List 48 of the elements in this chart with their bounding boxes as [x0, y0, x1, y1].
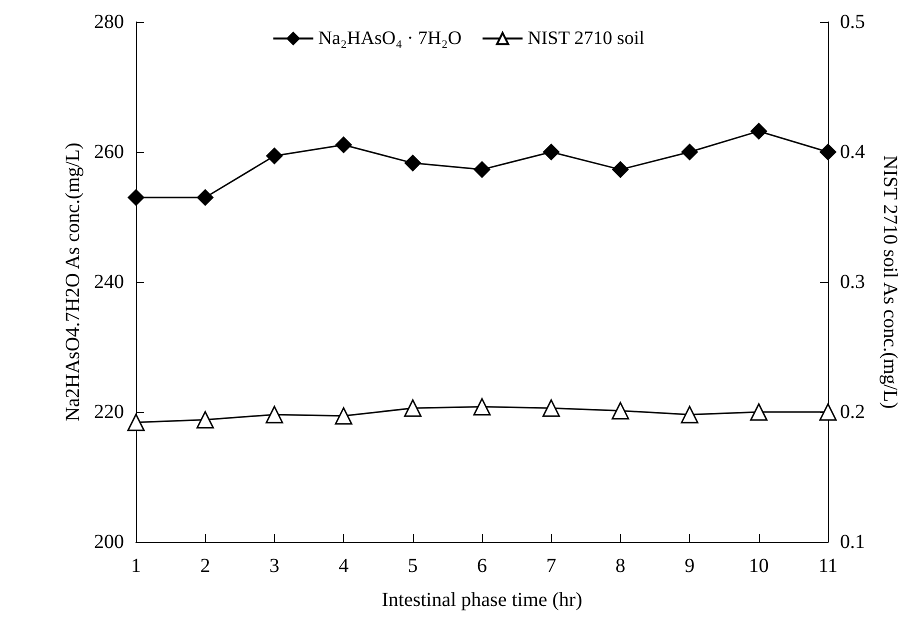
point	[680, 406, 698, 424]
point	[404, 399, 422, 417]
y-tick-label: 240	[94, 271, 124, 293]
point	[335, 136, 352, 154]
point	[542, 399, 560, 417]
x-tick-label: 9	[684, 555, 695, 577]
legend-label: Na₂HAsO₄ · 7H₂O	[318, 28, 462, 49]
x-tick-label: 3	[269, 555, 280, 577]
x-tick-label: 4	[338, 555, 349, 577]
point	[266, 148, 283, 164]
legend-label: NIST 2710 soil	[528, 28, 644, 49]
x-tick-label: 8	[615, 555, 626, 577]
point	[750, 122, 768, 140]
point	[474, 161, 490, 178]
point	[681, 144, 698, 160]
point	[196, 189, 214, 206]
point	[266, 406, 284, 424]
point	[819, 403, 837, 421]
y2-tick-label: 0.1	[840, 531, 865, 553]
x-tick-label: 1	[131, 555, 141, 577]
x-axis-title: Intestinal phase time (hr)	[382, 589, 582, 611]
x-tick-label: 2	[200, 555, 210, 577]
point	[820, 144, 836, 160]
y2-tick-label: 0.5	[840, 11, 865, 33]
point	[404, 154, 422, 172]
point	[542, 144, 560, 160]
point	[334, 407, 352, 425]
point	[750, 403, 768, 421]
x-tick-label: 5	[408, 555, 418, 577]
y-tick-label: 200	[94, 531, 124, 553]
y-tick-label: 260	[94, 141, 124, 163]
point	[196, 411, 214, 429]
y2-tick-label: 0.2	[840, 401, 865, 423]
x-tick-label: 10	[748, 555, 769, 577]
y2-tick-label: 0.4	[840, 141, 865, 163]
y2-tick-label: 0.3	[840, 271, 865, 293]
point	[612, 161, 629, 178]
x-tick-label: 11	[818, 555, 838, 577]
y2-axis-title: NIST 2710 soil As conc.(mg/L)	[879, 155, 901, 409]
y-axis-title: Na2HAsO4.7H2O As conc.(mg/L)	[62, 142, 84, 422]
point	[127, 414, 145, 432]
x-tick-label: 6	[477, 555, 487, 577]
point	[473, 398, 491, 416]
y-tick-label: 220	[94, 401, 124, 423]
y-tick-label: 280	[94, 11, 124, 33]
x-tick-label: 7	[546, 555, 556, 577]
point	[128, 189, 144, 206]
point	[612, 402, 630, 420]
